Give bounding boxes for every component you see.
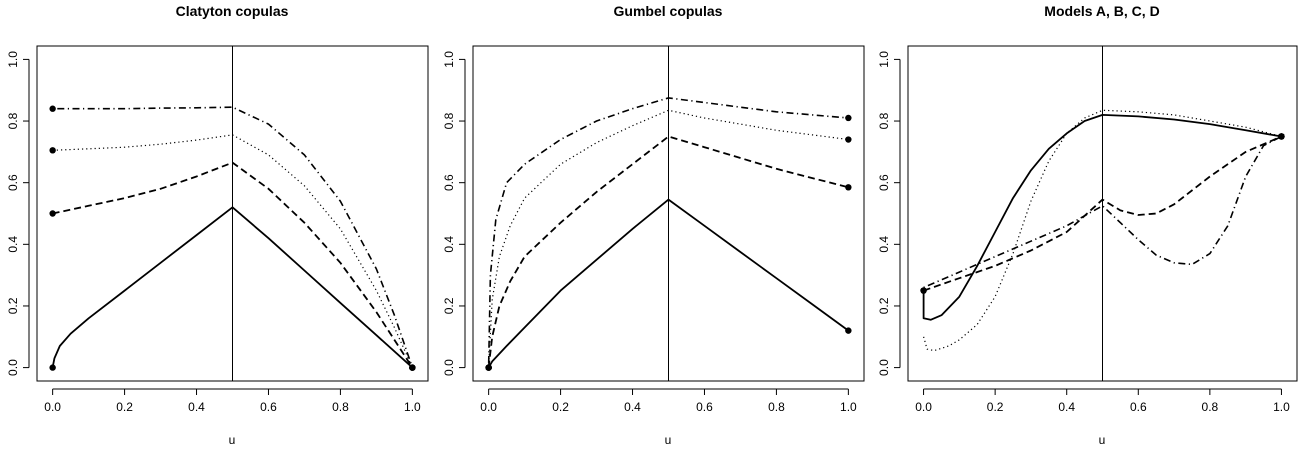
x-tick-label: 1.0 bbox=[404, 400, 421, 414]
series-line-dotdash bbox=[923, 135, 1282, 289]
chart-title-models: Models A, B, C, D bbox=[1044, 3, 1159, 19]
series-line-dotdash bbox=[52, 106, 414, 368]
panel-gumbel: Gumbel copulas u 0.0 0.2 0.4 0.6 0.8 1.00.00.… bbox=[442, 3, 865, 447]
series-line-dotted bbox=[52, 134, 413, 368]
x-tick-label: 1.0 bbox=[840, 400, 857, 414]
series-line-dashed bbox=[923, 135, 1282, 292]
x-tick-label: 0.6 bbox=[260, 400, 277, 414]
y-tick-label: 0.0 bbox=[6, 359, 20, 376]
x-axis-label-clayton: u bbox=[229, 433, 236, 447]
y-tick-label: 0.4 bbox=[6, 236, 20, 253]
y-tick-label: 1.0 bbox=[877, 51, 891, 68]
x-tick-label: 0.2 bbox=[987, 400, 1004, 414]
panel-models: Models A, B, C, D u 0.0 0.2 0.4 0.6 0.8 1.00.… bbox=[877, 3, 1298, 447]
series-line-solid bbox=[487, 198, 849, 369]
chart-title-gumbel: Gumbel copulas bbox=[614, 3, 723, 19]
y-axis-models: 0.0 0.2 0.4 0.6 0.8 1.0 bbox=[877, 51, 901, 376]
y-tick-label: 1.0 bbox=[6, 51, 20, 68]
x-tick-label: 0.4 bbox=[1058, 400, 1075, 414]
y-tick-label: 1.0 bbox=[442, 51, 456, 68]
x-tick-label: 0.8 bbox=[1202, 400, 1219, 414]
series-line-dashed bbox=[52, 161, 414, 369]
series-point-marker bbox=[845, 327, 852, 334]
series-point-marker bbox=[1278, 133, 1285, 140]
y-tick-label: 0.4 bbox=[442, 236, 456, 253]
series-point-marker bbox=[845, 114, 852, 122]
panel-clayton: Clatyton copulas u 0.0 0.2 0.4 0.6 0.8 1.00.0… bbox=[6, 3, 429, 447]
y-tick-label: 0.4 bbox=[877, 236, 891, 253]
y-tick-label: 0.6 bbox=[442, 174, 456, 191]
y-tick-label: 0.8 bbox=[442, 112, 456, 129]
series-line-dashed bbox=[487, 135, 849, 368]
x-tick-label: 0.4 bbox=[624, 400, 641, 414]
x-tick-label: 0.0 bbox=[480, 400, 497, 414]
series-point-marker bbox=[485, 364, 492, 371]
series-line-solid bbox=[51, 206, 414, 369]
x-tick-label: 0.0 bbox=[44, 400, 61, 414]
series-point-marker bbox=[49, 210, 56, 217]
y-tick-label: 0.6 bbox=[6, 174, 20, 191]
y-tick-label: 0.2 bbox=[877, 297, 891, 314]
series-point-marker bbox=[845, 184, 852, 191]
series-line-dotdash bbox=[487, 97, 849, 368]
y-tick-label: 0.0 bbox=[442, 359, 456, 376]
series-line-dotted bbox=[488, 109, 849, 368]
y-tick-label: 0.2 bbox=[6, 297, 20, 314]
x-axis-models: 0.0 0.2 0.4 0.6 0.8 1.0 bbox=[915, 388, 1290, 414]
y-tick-label: 0.0 bbox=[877, 359, 891, 376]
y-tick-label: 0.2 bbox=[442, 297, 456, 314]
y-tick-label: 0.8 bbox=[6, 112, 20, 129]
y-axis-clayton: 0.0 0.2 0.4 0.6 0.8 1.0 bbox=[6, 51, 30, 376]
x-axis-gumbel: 0.0 0.2 0.4 0.6 0.8 1.0 bbox=[480, 388, 857, 414]
y-tick-label: 0.8 bbox=[877, 112, 891, 129]
chart-title-clayton: Clatyton copulas bbox=[176, 3, 289, 19]
series-line-dotted bbox=[923, 109, 1282, 352]
x-tick-label: 0.0 bbox=[915, 400, 932, 414]
x-tick-label: 0.4 bbox=[188, 400, 205, 414]
y-tick-label: 0.6 bbox=[877, 174, 891, 191]
x-axis-clayton: 0.0 0.2 0.4 0.6 0.8 1.0 bbox=[44, 388, 421, 414]
series-line-solid bbox=[922, 114, 1282, 321]
series-point-marker bbox=[920, 287, 927, 294]
x-axis-label-gumbel: u bbox=[665, 433, 672, 447]
x-tick-label: 0.8 bbox=[768, 400, 785, 414]
x-tick-label: 0.8 bbox=[332, 400, 349, 414]
series-point-marker bbox=[49, 147, 56, 154]
series-point-marker bbox=[845, 136, 852, 143]
x-tick-label: 1.0 bbox=[1273, 400, 1290, 414]
x-tick-label: 0.6 bbox=[696, 400, 713, 414]
y-axis-gumbel: 0.0 0.2 0.4 0.6 0.8 1.0 bbox=[442, 51, 466, 376]
x-tick-label: 0.2 bbox=[552, 400, 569, 414]
series-point-marker bbox=[49, 364, 56, 371]
series-point-marker bbox=[409, 364, 416, 371]
x-axis-label-models: u bbox=[1099, 433, 1106, 447]
x-tick-label: 0.2 bbox=[116, 400, 133, 414]
x-tick-label: 0.6 bbox=[1130, 400, 1147, 414]
series-point-marker bbox=[49, 105, 56, 112]
